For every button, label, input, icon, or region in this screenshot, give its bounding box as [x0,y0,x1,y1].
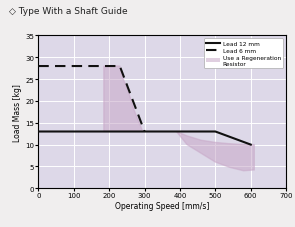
Text: ◇ Type With a Shaft Guide: ◇ Type With a Shaft Guide [9,7,127,16]
Legend: Lead 12 mm, Lead 6 mm, Use a Regeneration
Resistor: Lead 12 mm, Lead 6 mm, Use a Regeneratio… [204,39,283,69]
X-axis label: Operating Speed [mm/s]: Operating Speed [mm/s] [115,201,209,210]
Polygon shape [176,132,254,171]
Y-axis label: Load Mass [kg]: Load Mass [kg] [13,84,22,141]
Polygon shape [104,67,143,132]
